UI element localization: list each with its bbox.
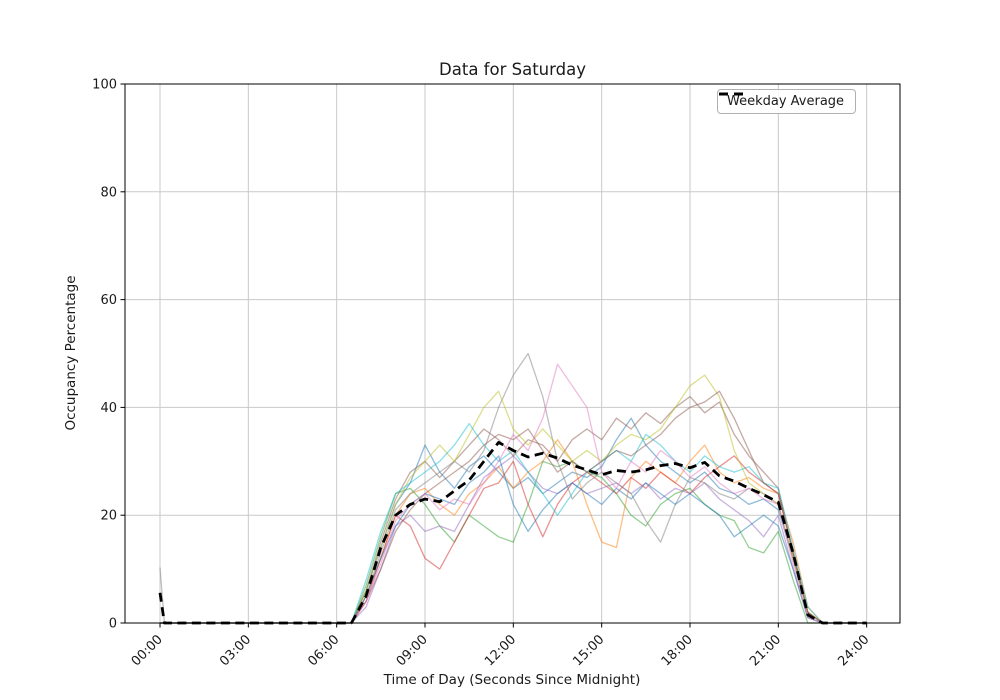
svg-text:24:00: 24:00 <box>835 632 872 669</box>
dashed-line-icon <box>719 92 749 96</box>
svg-text:40: 40 <box>100 401 117 416</box>
svg-text:09:00: 09:00 <box>394 632 431 669</box>
svg-text:100: 100 <box>92 78 117 93</box>
svg-text:18:00: 18:00 <box>659 632 696 669</box>
svg-text:0: 0 <box>109 617 117 632</box>
svg-text:15:00: 15:00 <box>570 632 607 669</box>
x-axis-label: Time of Day (Seconds Since Midnight) <box>383 672 641 688</box>
svg-text:21:00: 21:00 <box>747 632 784 669</box>
legend: Weekday Average <box>717 89 857 114</box>
legend-label: Weekday Average <box>727 94 845 109</box>
svg-text:12:00: 12:00 <box>482 632 519 669</box>
svg-text:80: 80 <box>100 185 117 200</box>
svg-text:03:00: 03:00 <box>217 632 254 669</box>
svg-text:06:00: 06:00 <box>305 632 342 669</box>
svg-text:00:00: 00:00 <box>129 632 166 669</box>
svg-text:60: 60 <box>100 293 117 308</box>
svg-text:20: 20 <box>100 509 117 524</box>
grid <box>125 83 900 624</box>
chart-title: Data for Saturday <box>439 60 586 79</box>
y-axis-label: Occupancy Percentage <box>63 275 79 431</box>
